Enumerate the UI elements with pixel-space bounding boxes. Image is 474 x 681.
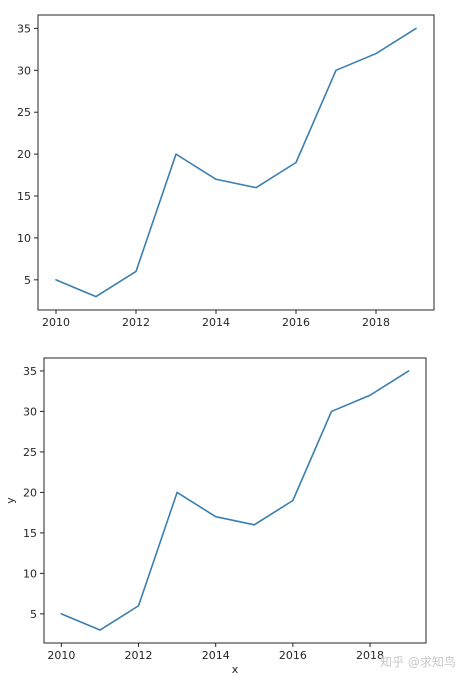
- x-tick-label: 2016: [282, 316, 310, 329]
- chart-top: 2010 2012 2014 2016 2018 5 10 15 20 25 30 35: [17, 14, 435, 329]
- y-tick-label: 20: [23, 486, 37, 499]
- x-tick-label: 2012: [125, 649, 153, 662]
- x-tick-label: 2016: [279, 649, 307, 662]
- y-tick-label: 10: [23, 567, 37, 580]
- y-tick-label: 30: [17, 64, 31, 77]
- series-line: [60, 370, 410, 631]
- y-tick-label: 10: [17, 232, 31, 245]
- x-tick-label: 2014: [202, 316, 230, 329]
- y-tick-label: 35: [23, 365, 37, 378]
- series-line: [55, 27, 417, 298]
- x-tick-label: 2014: [202, 649, 230, 662]
- x-tick-label: 2010: [47, 649, 75, 662]
- x-tick-label: 2012: [122, 316, 150, 329]
- y-tick-label: 25: [17, 106, 31, 119]
- x-axis-label: x: [232, 663, 239, 676]
- x-tick-label: 2018: [362, 316, 390, 329]
- x-tick-label: 2010: [42, 316, 70, 329]
- y-tick-label: 25: [23, 446, 37, 459]
- y-axis-label: y: [4, 497, 17, 504]
- y-tick-label: 15: [17, 190, 31, 203]
- y-tick-label: 30: [23, 405, 37, 418]
- chart-bottom: 2010 2012 2014 2016 2018 5 10 15 20 25 30 35 x y: [4, 357, 427, 676]
- axes-frame: [37, 14, 435, 311]
- x-tick-label: 2018: [356, 649, 384, 662]
- watermark: 知乎 @求知鸟: [380, 654, 456, 669]
- axes-frame: [43, 357, 427, 644]
- y-tick-label: 15: [23, 527, 37, 540]
- y-tick-label: 5: [24, 274, 31, 287]
- y-tick-label: 20: [17, 148, 31, 161]
- y-tick-label: 5: [30, 608, 37, 621]
- y-tick-label: 35: [17, 22, 31, 35]
